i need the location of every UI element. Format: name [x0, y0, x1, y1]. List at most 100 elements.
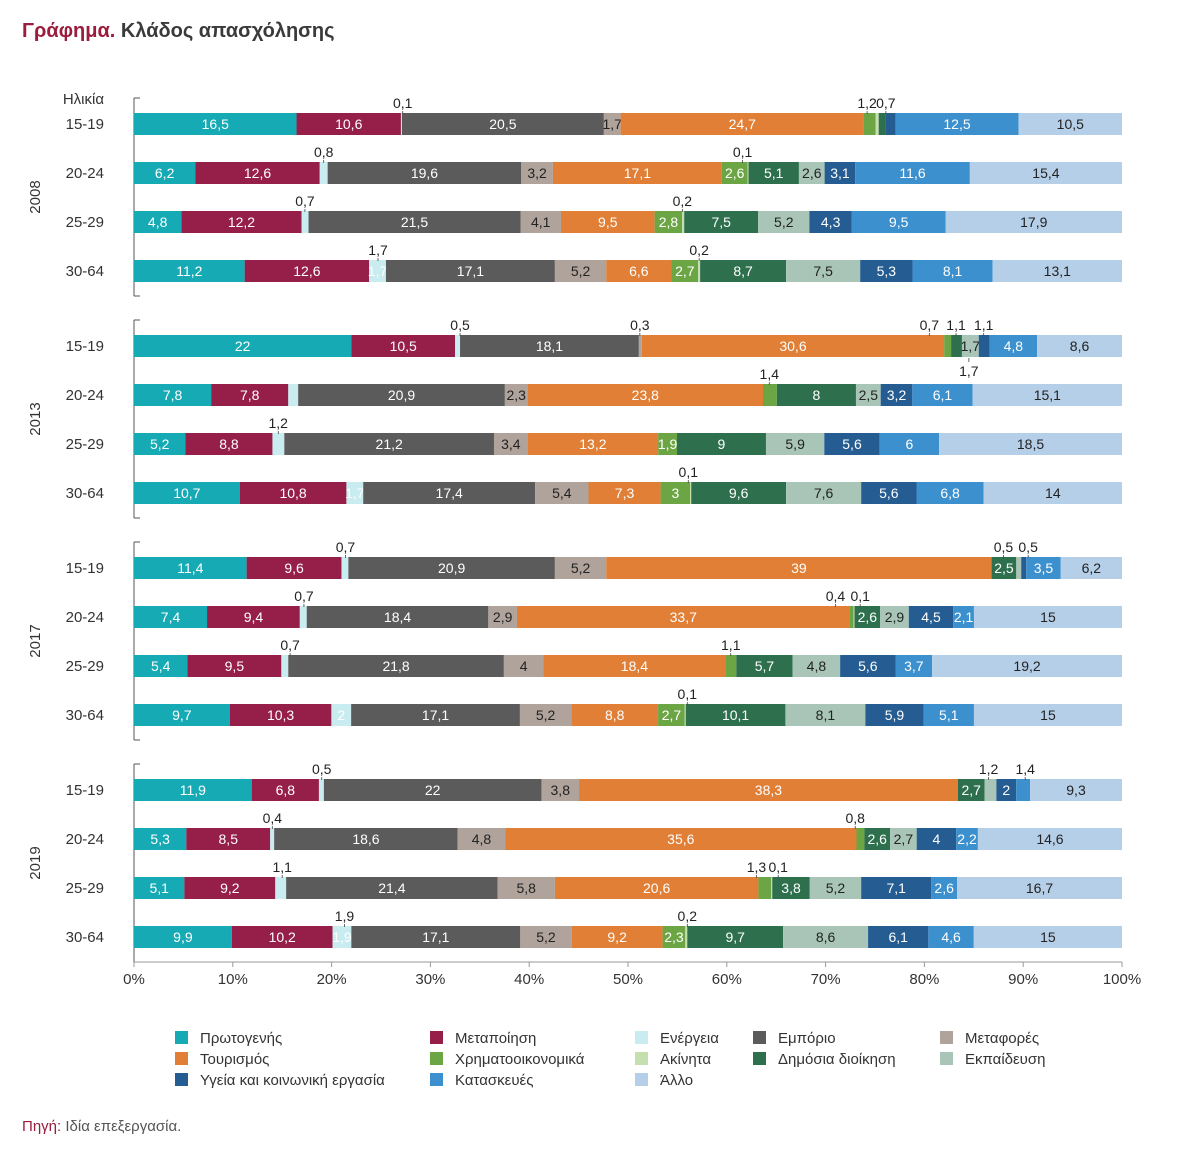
- data-label: 8,5: [219, 831, 239, 847]
- data-label: 6,8: [276, 782, 296, 798]
- bar-segment: [281, 655, 289, 677]
- bar-segment: [654, 211, 683, 233]
- bar-segment: [890, 828, 917, 850]
- legend-swatch: [175, 1052, 188, 1065]
- age-label: 20-24: [66, 165, 104, 182]
- data-label: 1,7: [961, 338, 981, 354]
- bar-segment: [401, 113, 604, 135]
- annotation-label: 0,5: [1018, 539, 1038, 555]
- bar-segment: [1026, 557, 1061, 579]
- data-label: 8,1: [943, 263, 963, 279]
- data-label: 2,6: [725, 165, 745, 181]
- bar-segment: [977, 828, 1122, 850]
- bar-segment: [861, 482, 917, 504]
- bar-segment: [231, 926, 333, 948]
- bar-segment: [134, 335, 352, 357]
- bar-segment: [363, 482, 536, 504]
- annotation-label: 0,1: [393, 95, 413, 111]
- bar-segment: [772, 877, 810, 899]
- bar-segment: [239, 482, 347, 504]
- bar-segment: [855, 384, 881, 406]
- year-label: 2019: [27, 846, 44, 879]
- bar-segment: [493, 433, 528, 455]
- bar-segment: [923, 704, 974, 726]
- bar-segment: [786, 482, 862, 504]
- bar-segment: [134, 926, 232, 948]
- age-label: 20-24: [66, 831, 104, 848]
- legend-swatch: [940, 1052, 953, 1065]
- bar-segment: [758, 877, 772, 899]
- legend-label: Μεταποίηση: [455, 1030, 537, 1047]
- annotation-label: 0,4: [263, 810, 283, 826]
- bar-segment: [785, 704, 866, 726]
- data-label: 5,4: [151, 658, 171, 674]
- data-label: 21,2: [376, 436, 403, 452]
- annotation-label: 0,5: [994, 539, 1014, 555]
- data-label: 5,6: [879, 485, 899, 501]
- bar-segment: [945, 211, 1122, 233]
- data-label: 10,5: [1057, 116, 1084, 132]
- bar-segment: [369, 260, 386, 282]
- data-label: 7,5: [813, 263, 833, 279]
- legend-item: Μεταποίηση: [430, 1030, 536, 1047]
- legend-swatch: [753, 1052, 766, 1065]
- data-label: 14: [1045, 485, 1061, 501]
- annotation-label: 1,4: [1015, 761, 1035, 777]
- data-label: 5,2: [571, 263, 591, 279]
- bar-segment: [969, 162, 1122, 184]
- chart-legend: Πρωτογενής Τουρισμός Υγεία και κοινωνική ε…: [175, 1030, 1125, 1096]
- bar-segment: [1016, 557, 1022, 579]
- annotation-label: 1,9: [335, 908, 355, 924]
- data-label: 2,7: [662, 707, 682, 723]
- bar-segment: [658, 704, 685, 726]
- legend-item: Άλλο: [635, 1072, 693, 1089]
- data-label: 9,7: [725, 929, 745, 945]
- data-label: 13,2: [579, 436, 606, 452]
- data-label: 3,5: [1034, 560, 1054, 576]
- bar-segment: [864, 828, 891, 850]
- age-label: 30-64: [66, 485, 104, 502]
- bar-segment: [520, 926, 572, 948]
- data-label: 2,2: [957, 831, 977, 847]
- x-tick-label: 60%: [712, 971, 742, 988]
- data-label: 15: [1040, 609, 1056, 625]
- bar-segment: [956, 828, 978, 850]
- data-label: 2,3: [507, 387, 527, 403]
- data-label: 8,1: [816, 707, 836, 723]
- data-label: 1,7: [603, 116, 623, 132]
- bar-segment: [503, 655, 544, 677]
- bar-segment: [571, 926, 663, 948]
- data-label: 38,3: [755, 782, 782, 798]
- bar-segment: [690, 482, 692, 504]
- bar-segment: [824, 433, 880, 455]
- data-label: 15: [1040, 707, 1056, 723]
- bar-segment: [878, 113, 886, 135]
- bar-segment: [895, 113, 1019, 135]
- bar-segment: [186, 828, 271, 850]
- data-label: 4,6: [941, 929, 961, 945]
- data-label: 6: [905, 436, 913, 452]
- bar-segment: [783, 926, 869, 948]
- bar-segment: [1060, 557, 1122, 579]
- bar-segment: [134, 557, 247, 579]
- bar-segment: [134, 704, 230, 726]
- age-label: 15-19: [66, 338, 104, 355]
- annotation-label: 1,1: [974, 317, 994, 333]
- annotation-label: 0,7: [336, 539, 356, 555]
- bar-segment: [932, 655, 1122, 677]
- data-label: 5,4: [552, 485, 572, 501]
- annotation-label: 0,7: [295, 193, 315, 209]
- bar-segment: [298, 384, 505, 406]
- bar-segment: [824, 162, 856, 184]
- legend-item: Ακίνητα: [635, 1051, 711, 1068]
- bar-segment: [385, 260, 555, 282]
- data-label: 11,6: [899, 165, 925, 181]
- annotation-label: 0,8: [314, 144, 334, 160]
- data-label: 18,1: [536, 338, 563, 354]
- x-tick-label: 30%: [415, 971, 445, 988]
- bar-segment: [912, 260, 993, 282]
- data-label: 9,9: [173, 929, 193, 945]
- bar-segment: [560, 211, 655, 233]
- data-label: 3,1: [830, 165, 850, 181]
